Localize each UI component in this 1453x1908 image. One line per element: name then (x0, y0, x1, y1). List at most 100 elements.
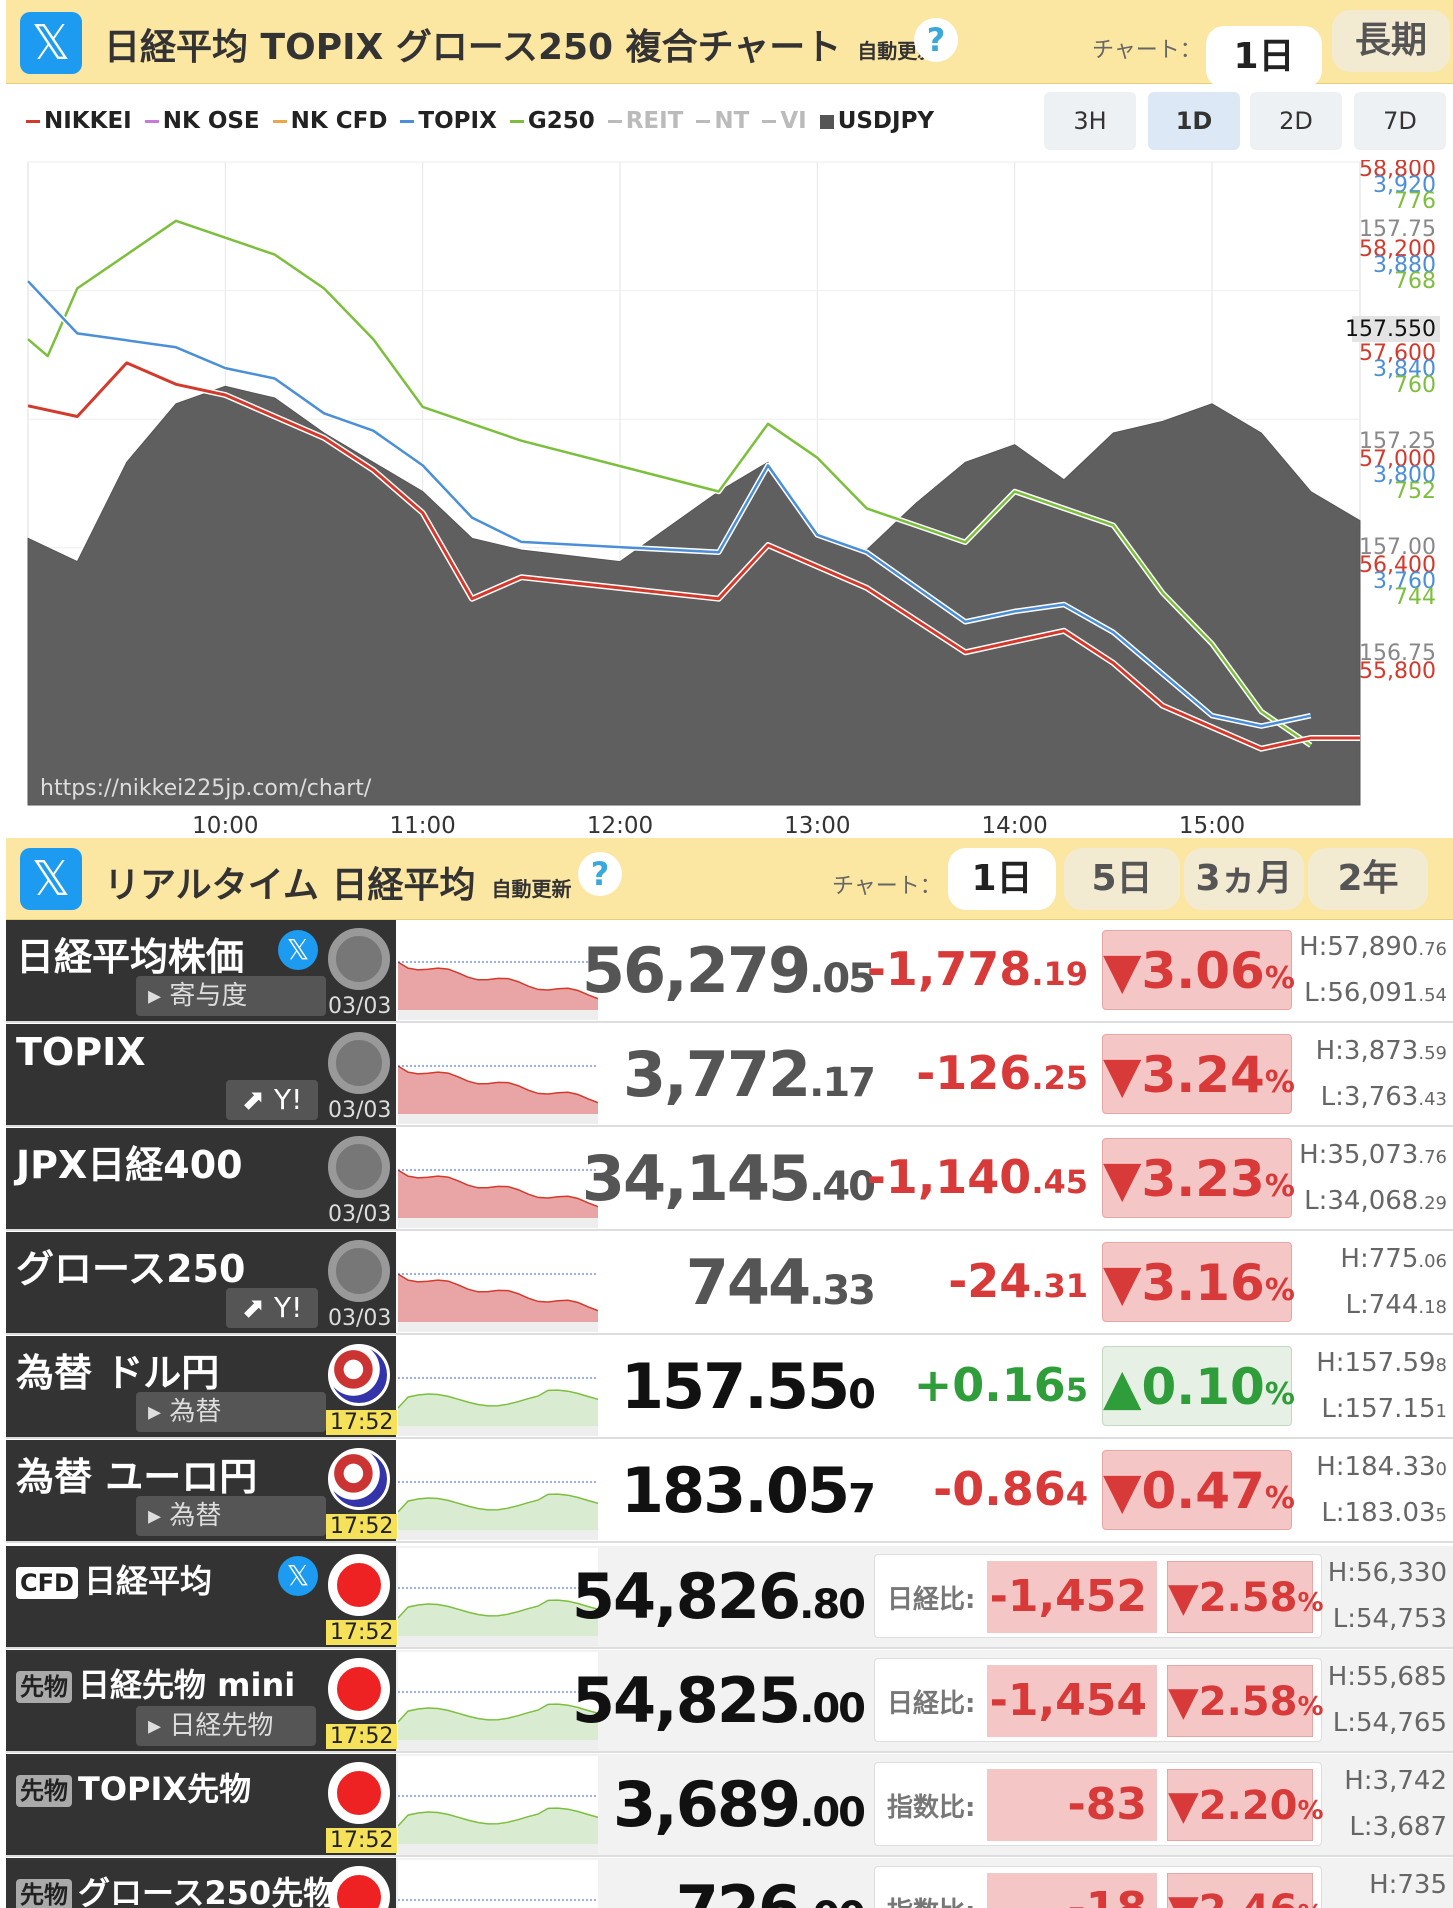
mini-chart[interactable] (397, 1338, 599, 1436)
percent-unit: % (1297, 1796, 1324, 1826)
mini-chart-cell[interactable] (397, 1756, 599, 1854)
futures-row[interactable]: 先物 TOPIX先物 17:52 3,689.00 指数比: -83 ▼2.20% H:3,7… (6, 1754, 1453, 1857)
x-share-icon[interactable]: 𝕏 (20, 848, 82, 910)
price-int: 3,772 (623, 1038, 811, 1111)
tab-3month[interactable]: 3ヵ月 (1184, 848, 1304, 910)
comparison-label: 指数比: (887, 1793, 976, 1823)
mini-chart[interactable] (397, 1442, 599, 1540)
instrument-name: 日経平均株価 (16, 935, 245, 979)
legend-item-usdjpy[interactable]: USDJPY (819, 108, 934, 134)
futures-row[interactable]: 先物 日経先物 mini ▸ 日経先物 17:52 54,825.00 日経比: -1,45… (6, 1650, 1453, 1753)
current-price: 54,825.00 (571, 1664, 866, 1737)
mini-chart-cell[interactable] (397, 1338, 599, 1436)
legend-item-nt[interactable]: NT (696, 108, 749, 134)
mini-chart[interactable] (397, 1652, 599, 1750)
legend-label: REIT (625, 108, 684, 134)
mini-chart[interactable] (397, 1234, 599, 1332)
mini-chart-cell[interactable] (397, 1234, 599, 1332)
legend-item-g250[interactable]: G250 (509, 108, 595, 134)
yahoo-link[interactable]: ⬈ Y! (226, 1080, 318, 1120)
mini-chart[interactable] (397, 1026, 599, 1124)
mini-chart-line (397, 1389, 599, 1409)
help-icon[interactable]: ? (578, 852, 622, 896)
sub-link[interactable]: ▸ 為替 (136, 1392, 326, 1432)
x-share-icon[interactable]: 𝕏 (20, 12, 82, 74)
row-label-cell: JPX日経400 03/03 (6, 1128, 396, 1229)
mini-chart-line (397, 1273, 599, 1312)
quote-row[interactable]: グロース250 ⬈ Y! 03/03 744.33 -24.31 ▼3.16% H:775.… (6, 1232, 1453, 1335)
update-date: 03/03 (328, 1098, 392, 1123)
quote-row[interactable]: 日経平均株価 𝕏 ▸ 寄与度 03/03 56,279.05 -1,778.19 ▼3.06… (6, 920, 1453, 1023)
tab-1day[interactable]: 1日 (1206, 26, 1322, 88)
legend-item-nk-cfd[interactable]: NK CFD (272, 108, 387, 134)
range-tab-3h[interactable]: 3H (1044, 92, 1136, 150)
change-int: -126 (916, 1046, 1032, 1100)
price-change: -1,778.19 (867, 942, 1088, 996)
yahoo-link[interactable]: ⬈ Y! (226, 1288, 318, 1328)
instrument-label: TOPIX先物 (78, 1770, 252, 1808)
x-share-icon[interactable]: 𝕏 (278, 1556, 318, 1596)
mini-chart-cell[interactable] (398, 1860, 598, 1908)
range-tab-1d[interactable]: 1D (1148, 92, 1240, 150)
mini-chart[interactable] (397, 1548, 599, 1646)
quote-row[interactable]: JPX日経400 03/03 34,145.40 -1,140.45 ▼3.23% H:3… (6, 1128, 1453, 1231)
yahoo-link-label: Y! (274, 1083, 303, 1116)
legend-item-reit[interactable]: REIT (607, 108, 684, 134)
futures-row[interactable]: CFD 日経平均 𝕏 17:52 54,826.80 日経比: -1,452 ▼2.58% H:… (6, 1546, 1453, 1649)
quote-row[interactable]: TOPIX ⬈ Y! 03/03 3,772.17 -126.25 ▼3.24% H:3,8… (6, 1024, 1453, 1127)
mini-chart-cell[interactable] (397, 1026, 599, 1124)
tab-long-term[interactable]: 長期 (1332, 10, 1450, 72)
percent-change-badge: ▼3.24% (1102, 1034, 1295, 1114)
sub-link-label: 為替 (169, 1397, 222, 1427)
range-tab-7d[interactable]: 7D (1354, 92, 1446, 150)
low-dec: 1 (1435, 1401, 1447, 1422)
tab-2year[interactable]: 2年 (1308, 848, 1428, 910)
y-axis-label: 3,840 (1373, 357, 1436, 382)
mini-chart[interactable] (397, 922, 599, 1020)
change-dec: .45 (1031, 1163, 1088, 1201)
mini-chart[interactable] (398, 1860, 598, 1908)
legend-item-nikkei[interactable]: NIKKEI (26, 108, 132, 134)
range-tab-2d[interactable]: 2D (1250, 92, 1342, 150)
mini-chart-cell[interactable] (397, 922, 599, 1020)
mini-chart-line (397, 961, 599, 1000)
mini-chart-cell[interactable] (397, 1652, 599, 1750)
mini-chart[interactable] (397, 1130, 599, 1228)
mini-chart-cell[interactable] (397, 1442, 599, 1540)
legend-item-nk-ose[interactable]: NK OSE (144, 108, 260, 134)
help-icon[interactable]: ? (914, 18, 958, 62)
price-int: 54,825 (571, 1664, 801, 1737)
y-axis-label: 744 (1394, 585, 1436, 610)
instrument-name: JPX日経400 (16, 1143, 243, 1187)
x-share-icon[interactable]: 𝕏 (278, 930, 318, 970)
sub-link[interactable]: ▸ 寄与度 (136, 976, 326, 1016)
quote-row[interactable]: 為替 ドル円 ▸ 為替 17:52 157.550 +0.165 ▲0.10% H:157.… (6, 1336, 1453, 1439)
mini-chart-cell[interactable] (397, 1548, 599, 1646)
price-int: 3,689 (613, 1768, 801, 1841)
legend-item-topix[interactable]: TOPIX (400, 108, 497, 134)
series-line-nikkei (27, 361, 1360, 751)
change-int: +0.16 (913, 1358, 1066, 1412)
percent-unit: % (1264, 1377, 1295, 1412)
price-int: 183.05 (620, 1454, 850, 1527)
high-int: H:57,890 (1299, 932, 1419, 962)
mini-chart-cell[interactable] (397, 1130, 599, 1228)
price-dec: .00 (799, 1686, 866, 1732)
high-int: H:775 (1340, 1244, 1419, 1274)
day-low: L:34,068.29 (1304, 1186, 1447, 1216)
y-axis-label: 3,800 (1373, 463, 1436, 488)
row-label-cell: 先物 グロース250先物 (6, 1858, 396, 1908)
instrument-name: 為替 ユーロ円 (16, 1455, 258, 1499)
tab-5day[interactable]: 5日 (1064, 848, 1180, 910)
day-high: H:55,685 (1327, 1662, 1447, 1692)
tab-1day[interactable]: 1日 (948, 848, 1056, 910)
mini-chart[interactable] (397, 1756, 599, 1854)
comparison-box: 指数比: -83 ▼2.20% (874, 1762, 1324, 1846)
sub-link[interactable]: ▸ 日経先物 (136, 1706, 316, 1746)
sub-link[interactable]: ▸ 為替 (136, 1496, 326, 1536)
update-date: 17:52 (326, 1828, 398, 1853)
quote-row[interactable]: 為替 ユーロ円 ▸ 為替 17:52 183.057 -0.864 ▼0.47% H:184… (6, 1440, 1453, 1543)
legend-item-vi[interactable]: VI (762, 108, 807, 134)
mini-chart-area (398, 1600, 598, 1636)
